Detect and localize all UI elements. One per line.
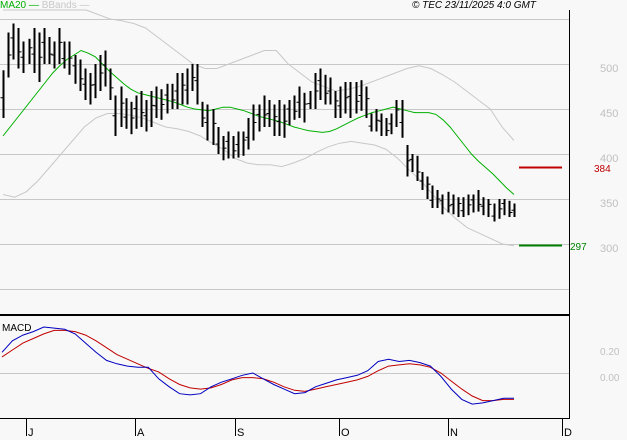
legend-bbands: BBands bbox=[41, 0, 77, 11]
legend-ma20-swatch: — bbox=[26, 0, 42, 11]
price-bars bbox=[0, 23, 516, 222]
y-tick-500: 500 bbox=[600, 63, 619, 75]
legend-bbands-swatch: — bbox=[76, 0, 90, 11]
macd-tick-000: 0.00 bbox=[600, 373, 620, 384]
macd-label: MACD bbox=[2, 323, 32, 334]
month-label-jul: J bbox=[28, 427, 34, 439]
month-label-aug: A bbox=[137, 427, 145, 439]
month-label-dec: D bbox=[564, 427, 572, 439]
chart-legend: MA20 — BBands — bbox=[0, 0, 90, 11]
bollinger-bands bbox=[2, 9, 515, 247]
macd-tick-020: 0.20 bbox=[600, 347, 620, 358]
support-label: 297 bbox=[570, 242, 587, 253]
legend-ma20: MA20 bbox=[0, 0, 27, 11]
y-tick-400: 400 bbox=[600, 153, 619, 165]
month-label-nov: N bbox=[450, 427, 458, 439]
resistance-label: 384 bbox=[594, 164, 611, 175]
y-tick-300: 300 bbox=[600, 243, 619, 255]
month-label-oct: O bbox=[341, 427, 350, 439]
y-tick-350: 350 bbox=[600, 198, 619, 210]
month-label-sep: S bbox=[237, 427, 245, 439]
macd-lines bbox=[1, 326, 514, 405]
month-ticks bbox=[26, 419, 563, 436]
y-tick-450: 450 bbox=[600, 108, 619, 120]
copyright-timestamp: © TEC 23/11/2025 4:0 GMT bbox=[412, 0, 536, 11]
